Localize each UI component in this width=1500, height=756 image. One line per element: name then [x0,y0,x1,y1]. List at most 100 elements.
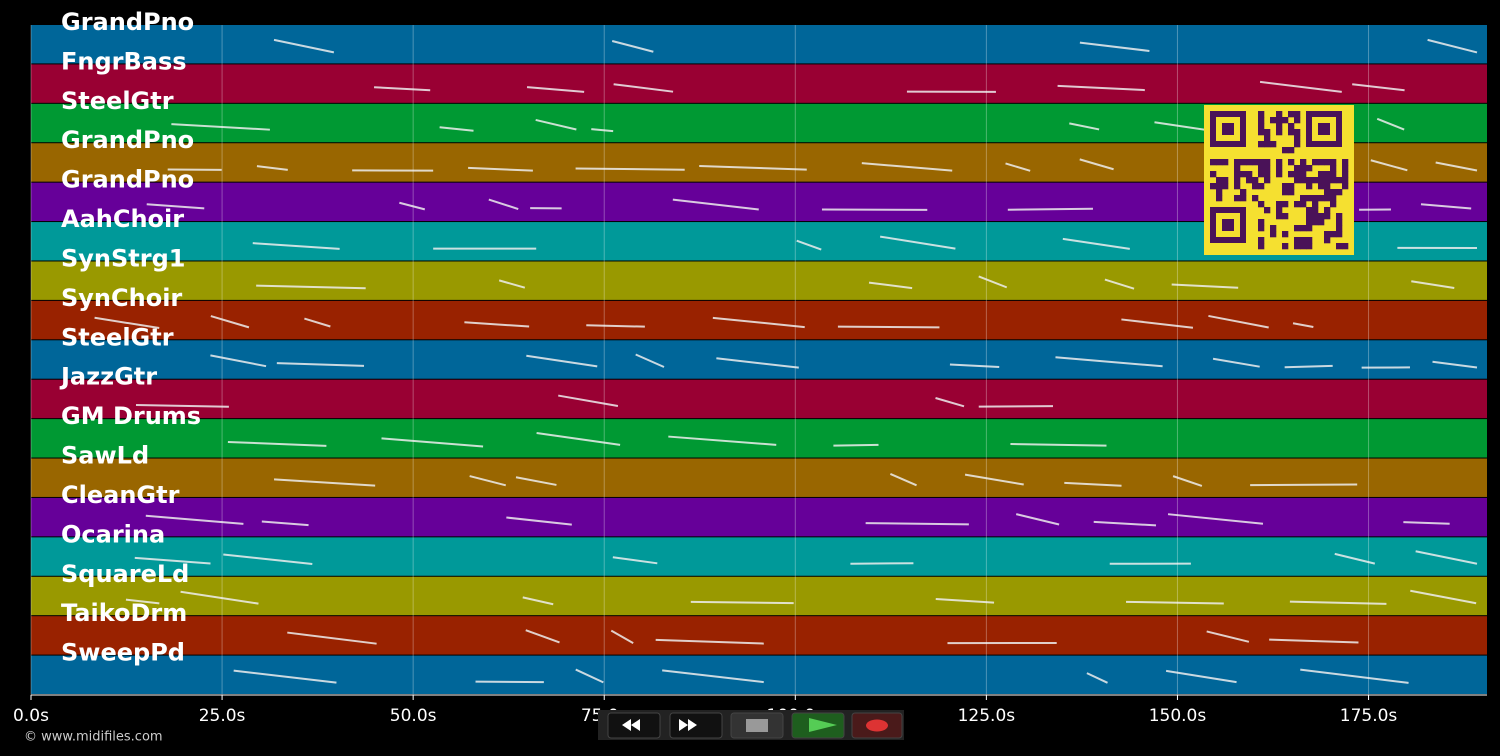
note [672,198,759,211]
qr-module [1234,165,1241,172]
note [468,166,533,172]
qr-module [1264,177,1271,184]
note [861,162,953,172]
lane [31,25,1487,64]
qr-module [1294,141,1301,148]
qr-module [1336,177,1343,184]
record-button[interactable] [851,712,903,739]
stop-button[interactable] [730,712,784,739]
note [381,437,484,448]
note [515,476,557,486]
qr-module [1234,159,1241,166]
qr-module [1240,171,1247,178]
qr-module [1330,165,1337,172]
qr-module [1330,171,1337,178]
note [1334,552,1376,565]
qr-module [1306,165,1313,172]
qr-module [1318,159,1325,166]
qr-module [1300,177,1307,184]
qr-module [1288,171,1295,178]
note [94,316,160,330]
qr-module [1318,213,1325,220]
qr-module [1258,129,1265,136]
lane [31,655,1487,694]
qr-module [1324,189,1331,196]
note [1093,520,1157,527]
qr-module [1294,171,1301,178]
note [145,514,244,525]
qr-module [1318,219,1325,226]
note [1411,280,1455,289]
play-button[interactable] [791,712,845,739]
qr-module [1282,231,1289,238]
note [210,315,250,329]
track-name: SynChoir [61,284,182,312]
note [399,201,426,211]
qr-module [1258,123,1265,130]
qr-module [1258,117,1265,124]
note [1435,161,1478,172]
qr-finder [1210,111,1246,147]
note [935,397,965,408]
qr-module [1306,237,1313,244]
note [586,324,645,328]
note [591,128,614,133]
grid [30,25,1370,695]
rewind-button[interactable] [607,712,661,739]
forward-button[interactable] [669,712,723,739]
qr-finder [1318,123,1330,135]
note [1370,159,1408,172]
qr-module [1294,135,1301,142]
note [488,198,519,210]
track-name: SteelGtr [61,87,174,115]
qr-module [1336,225,1343,232]
note [536,431,621,446]
note [1007,207,1093,211]
qr-module [1216,159,1223,166]
qr-module [1324,183,1331,190]
qr-module [1246,171,1253,178]
note [1376,117,1405,131]
note [304,317,331,328]
qr-module [1324,237,1331,244]
qr-module [1282,213,1289,220]
note [1057,84,1145,92]
note [1172,475,1203,487]
qr-module [1258,111,1265,118]
qr-module [1312,213,1319,220]
track-name: GrandPno [61,166,194,194]
qr-module [1270,225,1277,232]
qr-module [1330,231,1337,238]
qr-module [1318,195,1325,202]
qr-module [1276,123,1283,130]
note [223,553,313,566]
qr-module [1324,231,1331,238]
track-labels: GrandPno FngrBass SteelGtr GrandPno GrandPno… [59,8,201,667]
qr-module [1300,165,1307,172]
qr-module [1276,111,1283,118]
note [833,443,879,447]
lane [31,616,1487,655]
note [233,669,337,684]
qr-module [1288,183,1295,190]
qr-module [1324,177,1331,184]
note [1064,481,1122,487]
qr-module [1210,171,1217,178]
qr-module [1294,129,1301,136]
note [171,123,270,131]
note [498,279,526,289]
icon [679,719,697,731]
qr-module [1300,225,1307,232]
note [1167,513,1264,525]
track-name: FngrBass [61,47,187,75]
note [180,590,259,605]
icon [746,719,768,732]
lane [31,379,1487,419]
lane [31,261,1487,300]
note [1410,589,1477,605]
lane [31,419,1487,458]
icon [809,718,837,732]
note [261,520,309,527]
note [1403,521,1450,525]
qr-module [1264,159,1271,166]
